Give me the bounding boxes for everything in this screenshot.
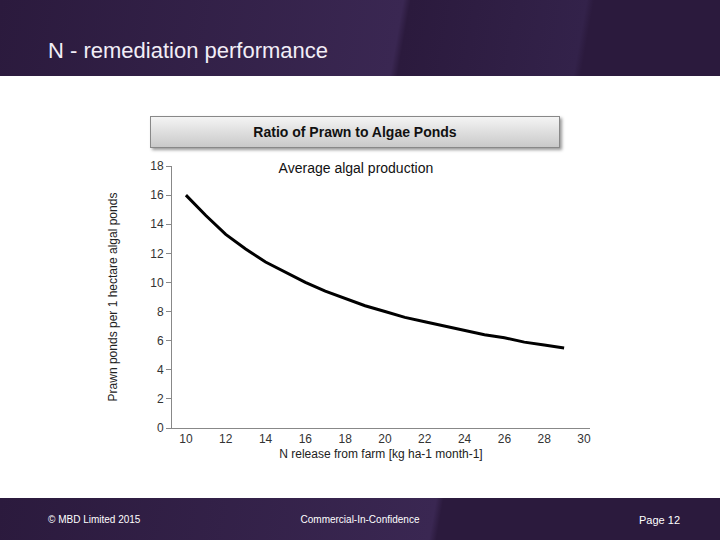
svg-text:24: 24	[458, 432, 472, 446]
html-text:Page 12: Page 12	[639, 514, 680, 526]
svg-text:18: 18	[338, 432, 352, 446]
svg-text:18: 18	[150, 159, 164, 173]
svg-text:0: 0	[157, 421, 164, 435]
svg-text:28: 28	[538, 432, 552, 446]
svg-text:8: 8	[157, 305, 164, 319]
html-text:Ratio of Prawn to Algae Ponds: Ratio of Prawn to Algae Ponds	[253, 124, 457, 140]
svg-text:16: 16	[150, 188, 164, 202]
svg-text:10: 10	[150, 276, 164, 290]
svg-text:16: 16	[299, 432, 313, 446]
svg-text:30: 30	[577, 432, 591, 446]
svg-text:10: 10	[179, 432, 193, 446]
svg-text:N release from farm [kg ha-1 m: N release from farm [kg ha-1 month-1]	[279, 447, 482, 461]
html-text:N - remediation performance: N - remediation performance	[48, 38, 328, 63]
svg-text:22: 22	[418, 432, 432, 446]
html-text:Commercial-In-Confidence: Commercial-In-Confidence	[300, 514, 420, 525]
svg-text:12: 12	[219, 432, 233, 446]
svg-text:4: 4	[157, 363, 164, 377]
svg-text:2: 2	[157, 392, 164, 406]
html-text:© MBD Limited 2015: © MBD Limited 2015	[48, 514, 141, 525]
svg-text:6: 6	[157, 334, 164, 348]
svg-text:Prawn ponds per 1 hectare alga: Prawn ponds per 1 hectare algal ponds	[106, 193, 120, 402]
svg-text:14: 14	[259, 432, 273, 446]
svg-text:26: 26	[498, 432, 512, 446]
svg-text:20: 20	[378, 432, 392, 446]
svg-text:Average algal production: Average algal production	[279, 160, 434, 176]
svg-text:14: 14	[150, 217, 164, 231]
svg-text:12: 12	[150, 247, 164, 261]
